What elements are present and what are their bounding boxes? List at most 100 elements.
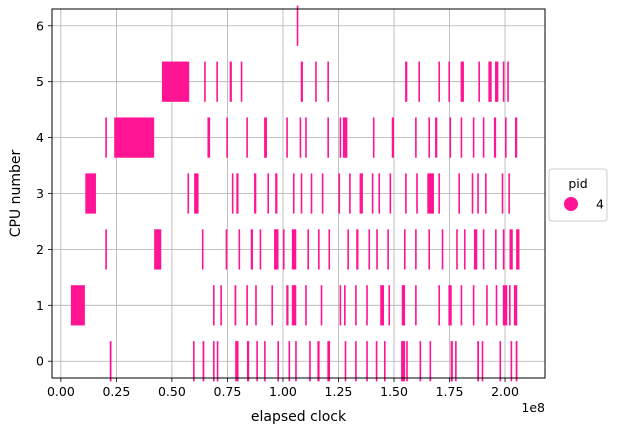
cpu-activity-bar — [501, 173, 504, 214]
cpu-activity-bar — [85, 173, 96, 214]
cpu-activity-bar — [449, 117, 452, 158]
cpu-activity-bar — [271, 285, 274, 326]
cpu-activity-bar — [275, 173, 278, 214]
cpu-activity-bar — [202, 341, 205, 382]
cpu-activity-bar — [388, 285, 391, 326]
cpu-activity-bar — [339, 285, 342, 326]
cpu-activity-bar — [307, 229, 309, 270]
cpu-activity-bar — [450, 341, 453, 382]
cpu-activity-bar — [502, 229, 505, 270]
cpu-activity-bar — [356, 229, 359, 270]
cpu-activity-bar — [455, 341, 457, 382]
cpu-activity-bar — [415, 229, 417, 270]
cpu-activity-bar — [495, 61, 499, 102]
cpu-activity-bar — [193, 341, 195, 382]
cpu-activity-bar — [288, 341, 291, 382]
legend-entry-label: 4 — [596, 197, 604, 212]
cpu-activity-bar — [380, 285, 384, 326]
cpu-activity-bar — [482, 117, 485, 158]
cpu-activity-bar — [448, 61, 450, 102]
cpu-activity-bar — [401, 285, 406, 326]
cpu-activity-bar — [274, 229, 279, 270]
x-tick-label: 1.00 — [269, 384, 297, 399]
cpu-activity-bar — [327, 341, 331, 382]
y-tick-label: 1 — [36, 298, 44, 313]
cpu-activity-bar — [438, 61, 441, 102]
cpu-activity-bar — [226, 117, 228, 158]
y-tick-label: 3 — [36, 186, 44, 201]
cpu-activity-bar — [383, 341, 386, 382]
cpu-activity-bar — [349, 173, 351, 214]
cpu-activity-bar — [286, 285, 289, 326]
cpu-activity-bar — [254, 173, 257, 214]
cpu-activity-bar — [317, 341, 320, 382]
cpu-activity-bar — [235, 341, 239, 382]
cpu-activity-bar — [471, 173, 474, 214]
legend-title: pid — [568, 176, 587, 191]
cpu-activity-bar — [502, 61, 505, 102]
cpu-activity-bar — [238, 229, 241, 270]
cpu-activity-bar — [264, 117, 267, 158]
y-tick-label: 4 — [36, 130, 44, 145]
cpu-activity-bar — [415, 117, 417, 158]
cpu-activity-bar — [401, 341, 406, 382]
y-tick-label: 5 — [36, 74, 44, 89]
cpu-activity-bar — [463, 229, 466, 270]
x-axis-label: elapsed clock — [251, 409, 347, 425]
cpu-activity-bar — [187, 173, 190, 214]
x-tick-label: 0.25 — [102, 384, 130, 399]
cpu-activity-bar — [320, 285, 323, 326]
legend-marker — [564, 197, 578, 211]
y-axis-label: CPU number — [8, 149, 24, 237]
cpu-activity-bar — [378, 173, 381, 214]
x-axis: 0.00 0.25 0.50 0.75 1.00 1.25 1.50 1.75 2.00 — [47, 378, 519, 399]
cpu-activity-bar — [229, 61, 232, 102]
x-tick-label: 0.00 — [47, 384, 75, 399]
cpu-activity-bar — [299, 117, 302, 158]
cpu-activity-bar — [109, 341, 112, 382]
cpu-activity-bar — [321, 173, 324, 214]
cpu-activity-bar — [309, 341, 311, 382]
cpu-activity-bar — [327, 117, 329, 158]
cpu-activity-bar — [418, 61, 421, 102]
cpu-activity-bar — [513, 285, 518, 326]
y-axis: 0 1 2 3 4 5 6 — [36, 18, 52, 369]
cpu-activity-bar — [327, 61, 329, 102]
x-tick-label: 1.75 — [436, 384, 464, 399]
cpu-activity-bar — [305, 285, 307, 326]
cpu-activity-bar — [473, 229, 478, 270]
cpu-activity-bar — [375, 341, 378, 382]
grid — [52, 9, 545, 378]
chart-marks — [70, 5, 520, 382]
cpu-activity-bar — [493, 117, 497, 158]
cpu-activity-bar — [499, 341, 502, 382]
cpu-activity-bar — [366, 285, 368, 326]
cpu-activity-bar — [338, 173, 341, 214]
cpu-activity-bar — [347, 229, 349, 270]
cpu-activity-bar — [220, 285, 222, 326]
cpu-activity-bar — [509, 229, 513, 270]
cpu-activity-bar — [441, 229, 444, 270]
cpu-activity-bar — [277, 341, 280, 382]
cpu-activity-bar — [310, 173, 313, 214]
cpu-activity-bar — [366, 341, 368, 382]
x-axis-offset-text: 1e8 — [521, 400, 545, 415]
cpu-activity-bar — [477, 173, 479, 214]
cpu-activity-bar — [342, 117, 348, 158]
cpu-activity-bar — [231, 173, 234, 214]
cpu-activity-bar — [389, 173, 392, 214]
x-tick-label: 0.75 — [214, 384, 242, 399]
cpu-activity-bar — [516, 229, 520, 270]
cpu-activity-bar — [419, 341, 422, 382]
cpu-activity-bar — [359, 173, 363, 214]
cpu-activity-bar — [250, 229, 253, 270]
cpu-activity-bar — [486, 285, 488, 326]
cpu-activity-bar — [515, 117, 518, 158]
y-tick-label: 6 — [36, 18, 44, 33]
cpu-activity-bar — [507, 61, 509, 102]
cpu-activity-bar — [448, 285, 452, 326]
legend: pid 4 — [548, 168, 608, 222]
cpu-activity-bar — [403, 229, 406, 270]
cpu-activity-bar — [339, 117, 342, 158]
